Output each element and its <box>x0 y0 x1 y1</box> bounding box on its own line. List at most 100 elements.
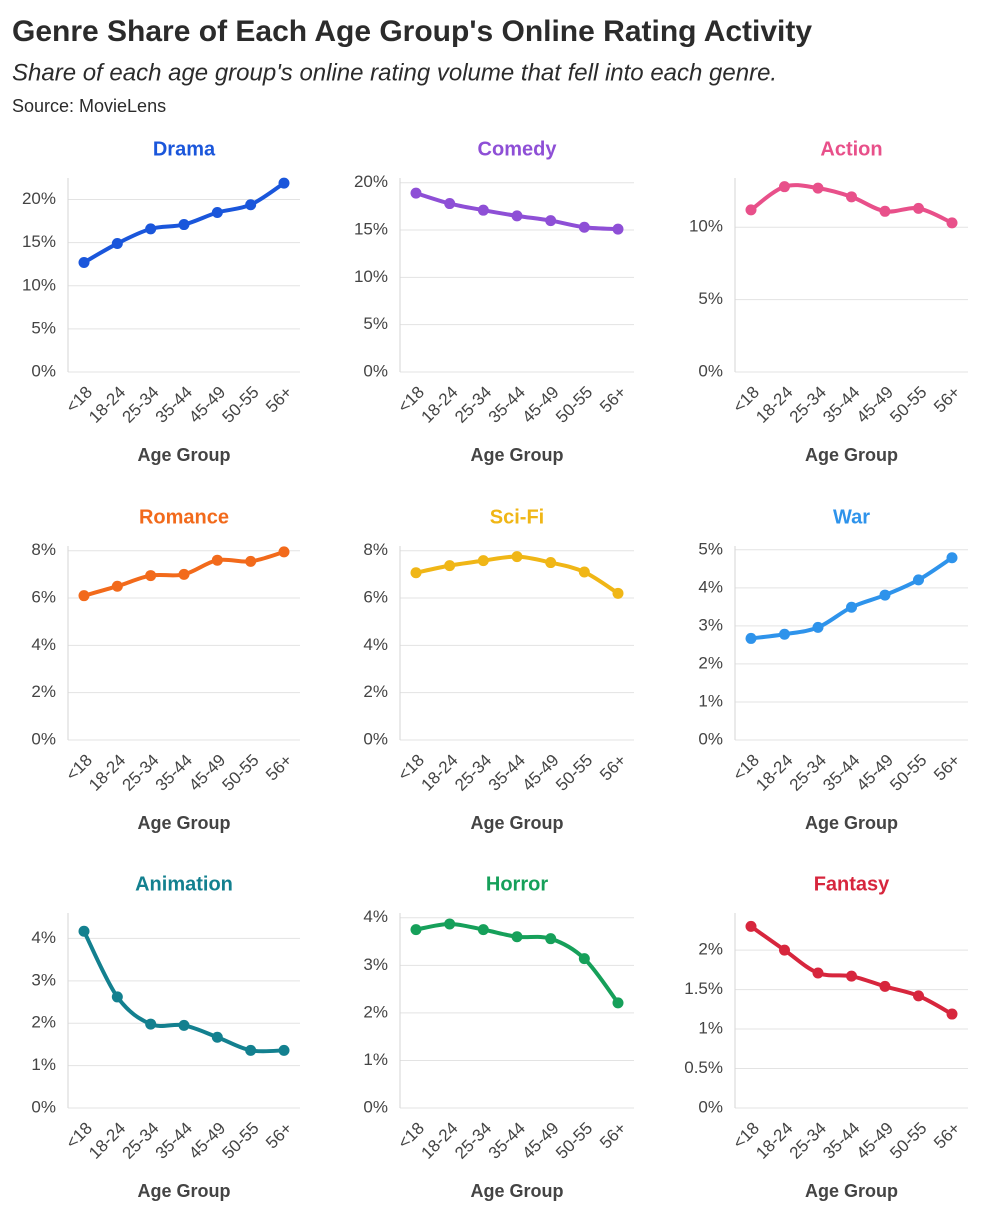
line <box>82 930 285 1054</box>
point <box>410 924 422 936</box>
x-tick-label: 50-55 <box>218 383 262 427</box>
x-tick-label: 45-49 <box>853 1119 897 1163</box>
y-tick-label: 5% <box>31 318 56 337</box>
x-tick-label: 50-55 <box>552 751 596 795</box>
x-tick-label: 25-34 <box>451 1119 495 1163</box>
point <box>278 546 290 558</box>
y-tick-label: 10% <box>354 267 388 286</box>
y-tick-label: 5% <box>363 314 388 333</box>
point <box>511 210 523 222</box>
point <box>779 181 790 193</box>
point <box>946 1008 958 1020</box>
y-tick-label: 1% <box>31 1055 56 1074</box>
x-tick-label: 56+ <box>596 751 630 785</box>
x-tick-label: 35-44 <box>485 383 529 427</box>
point <box>410 567 422 579</box>
x-tick-label: 56+ <box>596 1119 630 1153</box>
point <box>477 924 489 936</box>
point <box>410 187 422 199</box>
x-axis-label: Age Group <box>138 813 231 833</box>
x-axis-label: Age Group <box>805 1181 898 1201</box>
x-tick-label: 35-44 <box>819 383 863 427</box>
y-tick-label: 8% <box>31 540 56 559</box>
y-tick-label: 5% <box>698 289 723 308</box>
chart-title: Animation <box>135 873 233 895</box>
point <box>545 215 557 227</box>
point <box>545 557 557 569</box>
x-tick-label: 45-49 <box>518 751 562 795</box>
x-tick-label: 18-24 <box>752 1119 796 1163</box>
point <box>745 632 757 644</box>
y-tick-label: 1% <box>698 691 723 710</box>
point <box>846 601 857 613</box>
point <box>211 554 223 566</box>
y-tick-label: 4% <box>363 635 388 654</box>
point <box>278 177 290 189</box>
x-tick-label: 25-34 <box>118 383 162 427</box>
point <box>211 206 223 218</box>
point <box>578 566 590 578</box>
chart-title: Action <box>820 138 882 160</box>
y-tick-label: 0% <box>363 1097 388 1116</box>
y-tick-label: 4% <box>698 577 723 596</box>
chart-title: Horror <box>486 873 548 895</box>
x-tick-label: 50-55 <box>218 1119 262 1163</box>
x-tick-label: 56+ <box>930 751 964 785</box>
y-tick-label: 0% <box>698 361 723 380</box>
chart-title: Sci-Fi <box>490 506 544 528</box>
point <box>211 1031 223 1043</box>
point <box>612 997 624 1009</box>
x-tick-label: 45-49 <box>185 1119 229 1163</box>
y-tick-label: 20% <box>354 172 388 191</box>
y-tick-label: 4% <box>31 635 56 654</box>
point <box>779 944 790 956</box>
x-tick-label: 45-49 <box>518 383 562 427</box>
x-tick-label: 25-34 <box>451 751 495 795</box>
y-tick-label: 3% <box>31 970 56 989</box>
point <box>846 970 857 982</box>
y-tick-label: 2% <box>31 682 56 701</box>
x-tick-label: 50-55 <box>886 751 930 795</box>
y-tick-label: 5% <box>698 539 723 558</box>
point <box>879 589 891 601</box>
point <box>78 256 90 268</box>
y-tick-label: 2% <box>698 940 723 959</box>
page-subtitle: Share of each age group's online rating … <box>12 59 777 86</box>
point <box>846 191 857 203</box>
point <box>178 1019 190 1031</box>
point <box>145 570 157 582</box>
y-tick-label: 0% <box>31 729 56 748</box>
x-axis-label: Age Group <box>471 813 564 833</box>
x-tick-label: 45-49 <box>853 751 897 795</box>
point <box>545 933 557 945</box>
x-tick-label: 50-55 <box>552 1119 596 1163</box>
x-tick-label: 35-44 <box>485 751 529 795</box>
y-tick-label: 10% <box>689 217 723 236</box>
y-tick-label: 0% <box>363 361 388 380</box>
x-tick-label: 56+ <box>596 383 630 417</box>
x-tick-label: 35-44 <box>485 1119 529 1163</box>
x-tick-label: 18-24 <box>417 1119 461 1163</box>
point <box>612 587 624 599</box>
x-tick-label: 35-44 <box>819 1119 863 1163</box>
x-axis-label: Age Group <box>805 445 898 465</box>
x-tick-label: 25-34 <box>451 383 495 427</box>
y-tick-label: 3% <box>698 615 723 634</box>
y-tick-label: 0% <box>31 1097 56 1116</box>
x-tick-label: 25-34 <box>786 751 830 795</box>
x-tick-label: 18-24 <box>752 383 796 427</box>
point <box>477 204 489 216</box>
point <box>245 199 257 211</box>
x-axis-label: Age Group <box>138 1181 231 1201</box>
x-tick-label: 45-49 <box>518 1119 562 1163</box>
x-tick-label: 25-34 <box>786 1119 830 1163</box>
point <box>477 555 489 567</box>
point <box>178 219 190 231</box>
x-tick-label: 18-24 <box>85 1119 129 1163</box>
y-tick-label: 1% <box>363 1050 388 1069</box>
y-tick-label: 10% <box>22 275 56 294</box>
point <box>913 574 924 586</box>
x-tick-label: 50-55 <box>218 751 262 795</box>
y-tick-label: 20% <box>22 189 56 208</box>
